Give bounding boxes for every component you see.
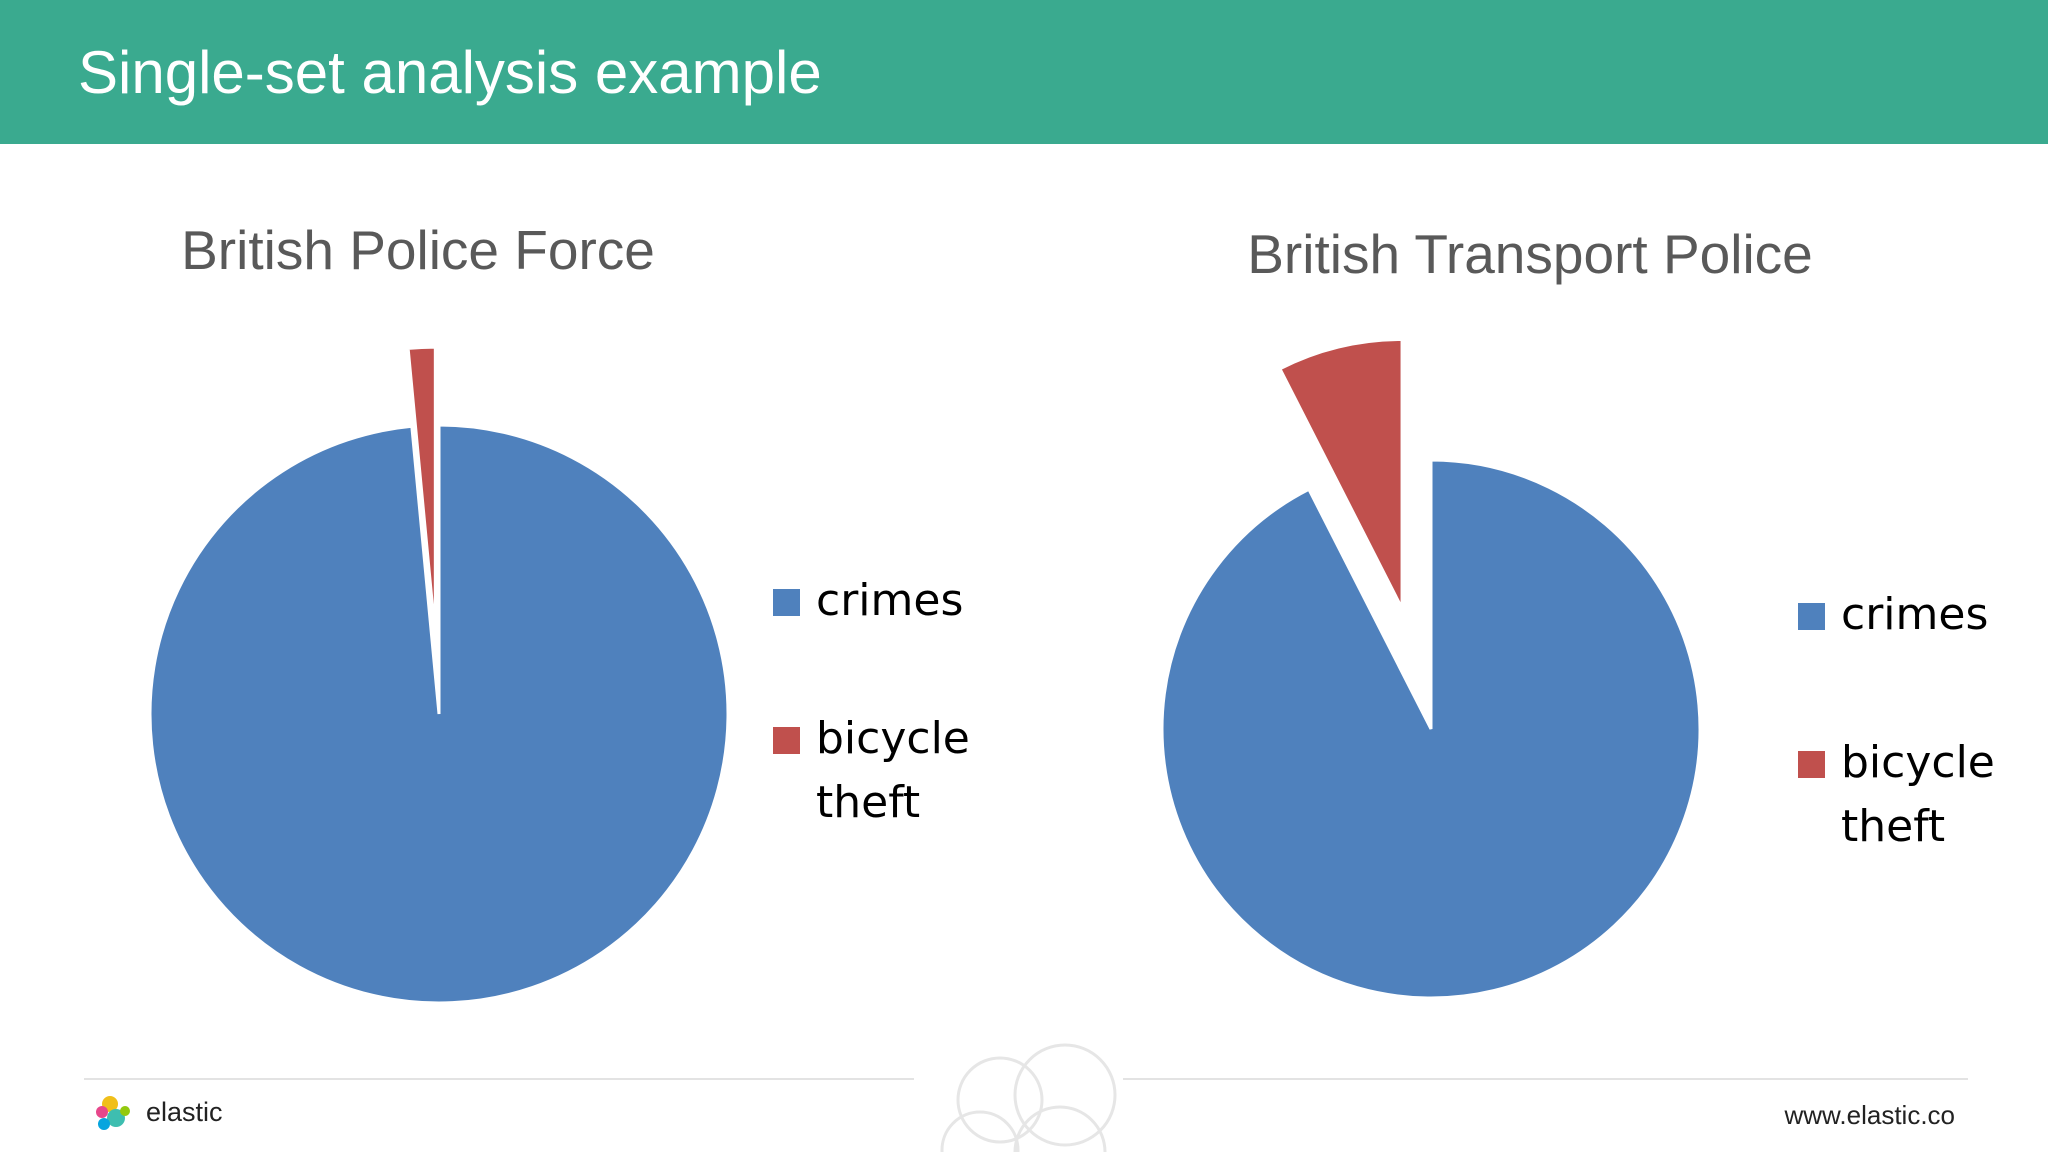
legend-label: crimes	[816, 575, 964, 626]
legend-swatch	[1798, 751, 1825, 778]
logo-mark	[96, 1096, 130, 1130]
legend-swatch	[773, 727, 800, 754]
header-bar	[0, 0, 2048, 144]
logo-text: elastic	[146, 1097, 223, 1127]
footer-url: www.elastic.co	[1784, 1100, 1956, 1130]
legend-label: bicycle theft	[816, 713, 970, 828]
legend-label: bicycle theft	[1841, 737, 1995, 852]
chart-title: British Police Force	[181, 219, 655, 281]
pie-slice	[1160, 458, 1702, 1000]
chart-title: British Transport Police	[1247, 223, 1813, 285]
pie-slice	[148, 423, 730, 1005]
footer-decoration	[940, 1043, 1117, 1152]
slide-title: Single-set analysis example	[78, 39, 822, 106]
pie-slice	[406, 345, 437, 637]
legend-swatch	[1798, 603, 1825, 630]
legend-label: crimes	[1841, 589, 1989, 640]
footer-rule	[1123, 1078, 1968, 1080]
legend-swatch	[773, 589, 800, 616]
pie-slice	[1277, 337, 1404, 610]
footer-rule	[84, 1078, 914, 1080]
